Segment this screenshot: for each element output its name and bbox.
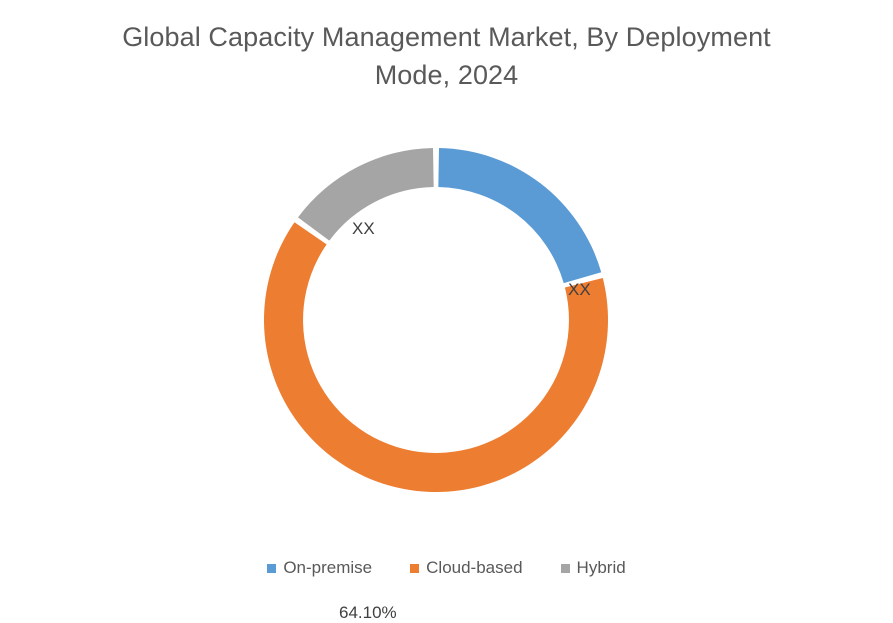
donut-svg	[263, 148, 608, 493]
legend-item-cloud-based[interactable]: Cloud-based	[410, 558, 523, 578]
donut-slices	[263, 148, 608, 493]
data-label-on-premise: XX	[568, 280, 591, 299]
legend-item-hybrid[interactable]: Hybrid	[560, 558, 626, 578]
chart-legend: On-premise Cloud-based Hybrid	[0, 558, 893, 578]
legend-label: On-premise	[283, 558, 373, 577]
chart-title-line-2: Mode, 2024	[374, 60, 519, 90]
slice-cloud-based[interactable]	[263, 222, 608, 493]
legend-swatch-icon	[267, 563, 277, 573]
data-label-cloud-based: 64.10%	[339, 603, 397, 622]
chart-title: Global Capacity Management Market, By De…	[70, 18, 823, 94]
data-label-hybrid: XX	[352, 219, 375, 238]
chart-title-line-1: Global Capacity Management Market, By De…	[122, 22, 771, 52]
legend-swatch-icon	[410, 563, 420, 573]
donut-chart: Global Capacity Management Market, By De…	[0, 18, 893, 622]
slice-on-premise[interactable]	[438, 148, 602, 284]
legend-swatch-icon	[560, 563, 570, 573]
plot-area: XX XX 64.10%	[0, 100, 893, 622]
legend-item-on-premise[interactable]: On-premise	[267, 558, 372, 578]
legend-label: Cloud-based	[426, 558, 523, 577]
legend-label: Hybrid	[576, 558, 626, 577]
slice-hybrid[interactable]	[297, 148, 434, 241]
